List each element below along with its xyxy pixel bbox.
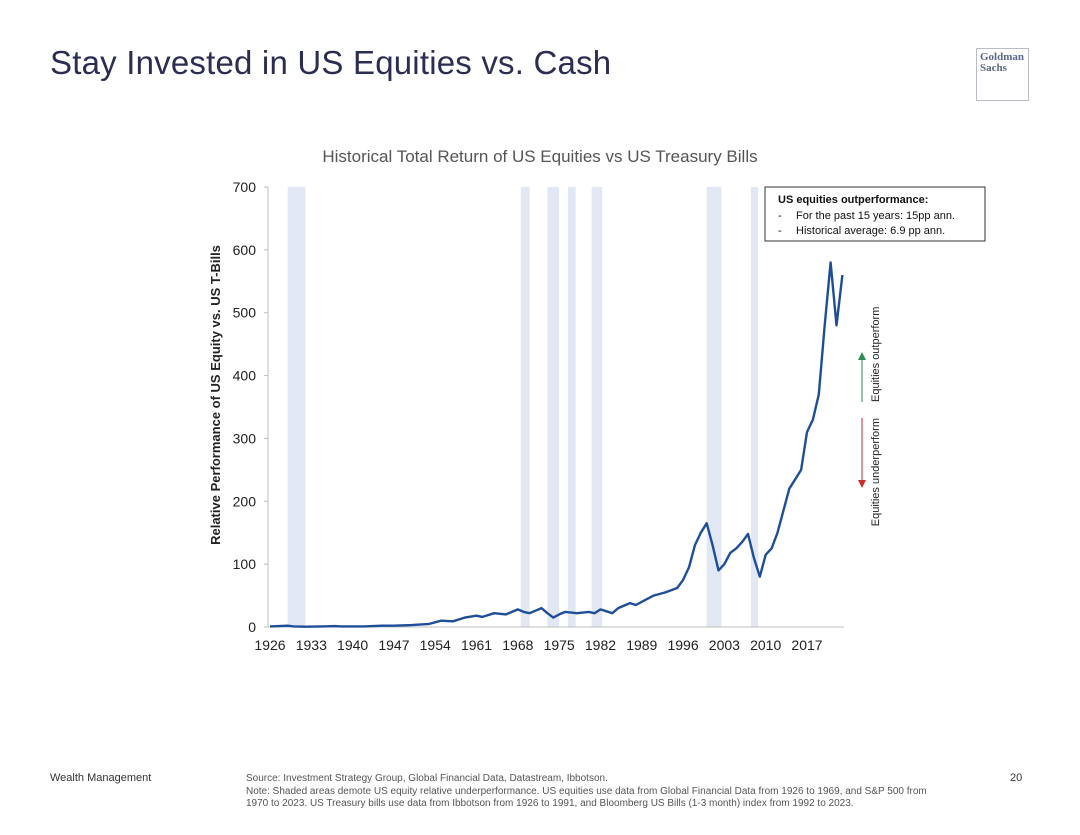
x-tick-label: 2017 <box>791 637 822 653</box>
x-tick-label: 1926 <box>254 637 285 653</box>
y-axis-label: Relative Performance of US Equity vs. US… <box>208 245 223 545</box>
x-tick-label: 2003 <box>709 637 740 653</box>
annotation-item-1: For the past 15 years: 15pp ann. <box>796 210 955 222</box>
x-tick-label: 1933 <box>296 637 327 653</box>
annotation-item-2: Historical average: 6.9 pp ann. <box>796 225 945 237</box>
x-tick-label: 1975 <box>544 637 575 653</box>
equities-outperform-label: Equities outperform <box>870 307 882 402</box>
footer-wealth-management: Wealth Management <box>50 772 152 784</box>
shaded-period-2 <box>520 187 530 627</box>
up-arrow-head <box>858 352 866 360</box>
chart-title: Historical Total Return of US Equities v… <box>322 147 757 166</box>
y-axis-ticks: 0 100 200 300 400 500 600 700 <box>233 179 268 635</box>
x-axis-ticks: 1926 1933 1940 1947 1954 1961 1968 1975 1982 1989… <box>254 637 822 653</box>
y-tick-label: 300 <box>233 430 257 446</box>
x-tick-label: 1961 <box>461 637 492 653</box>
y-tick-label: 100 <box>233 556 257 572</box>
x-tick-label: 1940 <box>337 637 368 653</box>
annotation-box: US equities outperformance: - For the pa… <box>764 186 986 242</box>
shaded-period-5 <box>591 187 603 627</box>
x-tick-label: 1982 <box>585 637 616 653</box>
y-tick-label: 400 <box>233 368 257 384</box>
shaded-period-6 <box>706 187 722 627</box>
shaded-period-3 <box>547 187 560 627</box>
series-line-1 <box>269 261 844 628</box>
x-tick-label: 1989 <box>626 637 657 653</box>
footer-source-notes: Source: Investment Strategy Group, Globa… <box>246 773 936 811</box>
y-tick-label: 200 <box>233 493 257 509</box>
underperformance-shading <box>287 187 759 627</box>
logo-text: Goldman Sachs <box>980 51 1025 74</box>
page-number: 20 <box>1010 772 1023 784</box>
x-tick-label: 1968 <box>502 637 533 653</box>
page-title: Stay Invested in US Equities vs. Cash <box>50 44 612 81</box>
annotation-dash-2: - <box>778 225 782 237</box>
side-indicators: Equities outperform Equities underperfor… <box>858 307 882 526</box>
chart: Historical Total Return of US Equities v… <box>208 147 986 653</box>
down-arrow-head <box>858 480 866 488</box>
annotation-heading: US equities outperformance: <box>778 194 928 206</box>
y-tick-label: 600 <box>233 242 257 258</box>
x-tick-label: 2010 <box>750 637 781 653</box>
equities-underperform-label: Equities underperform <box>870 418 882 526</box>
source-line: Source: Investment Strategy Group, Globa… <box>246 773 608 784</box>
series-line-group <box>269 261 844 628</box>
annotation-dash-1: - <box>778 210 782 222</box>
x-tick-label: 1996 <box>667 637 698 653</box>
shaded-period-1 <box>287 187 306 627</box>
note-line: Note: Shaded areas demote US equity rela… <box>246 785 927 810</box>
y-tick-label: 500 <box>233 305 257 321</box>
y-tick-label: 0 <box>248 619 256 635</box>
shaded-period-4 <box>568 187 576 627</box>
y-tick-label: 700 <box>233 179 257 195</box>
shaded-period-7 <box>750 187 759 627</box>
x-tick-label: 1947 <box>378 637 409 653</box>
x-tick-label: 1954 <box>420 637 451 653</box>
goldman-sachs-logo: Goldman Sachs <box>976 48 1029 101</box>
